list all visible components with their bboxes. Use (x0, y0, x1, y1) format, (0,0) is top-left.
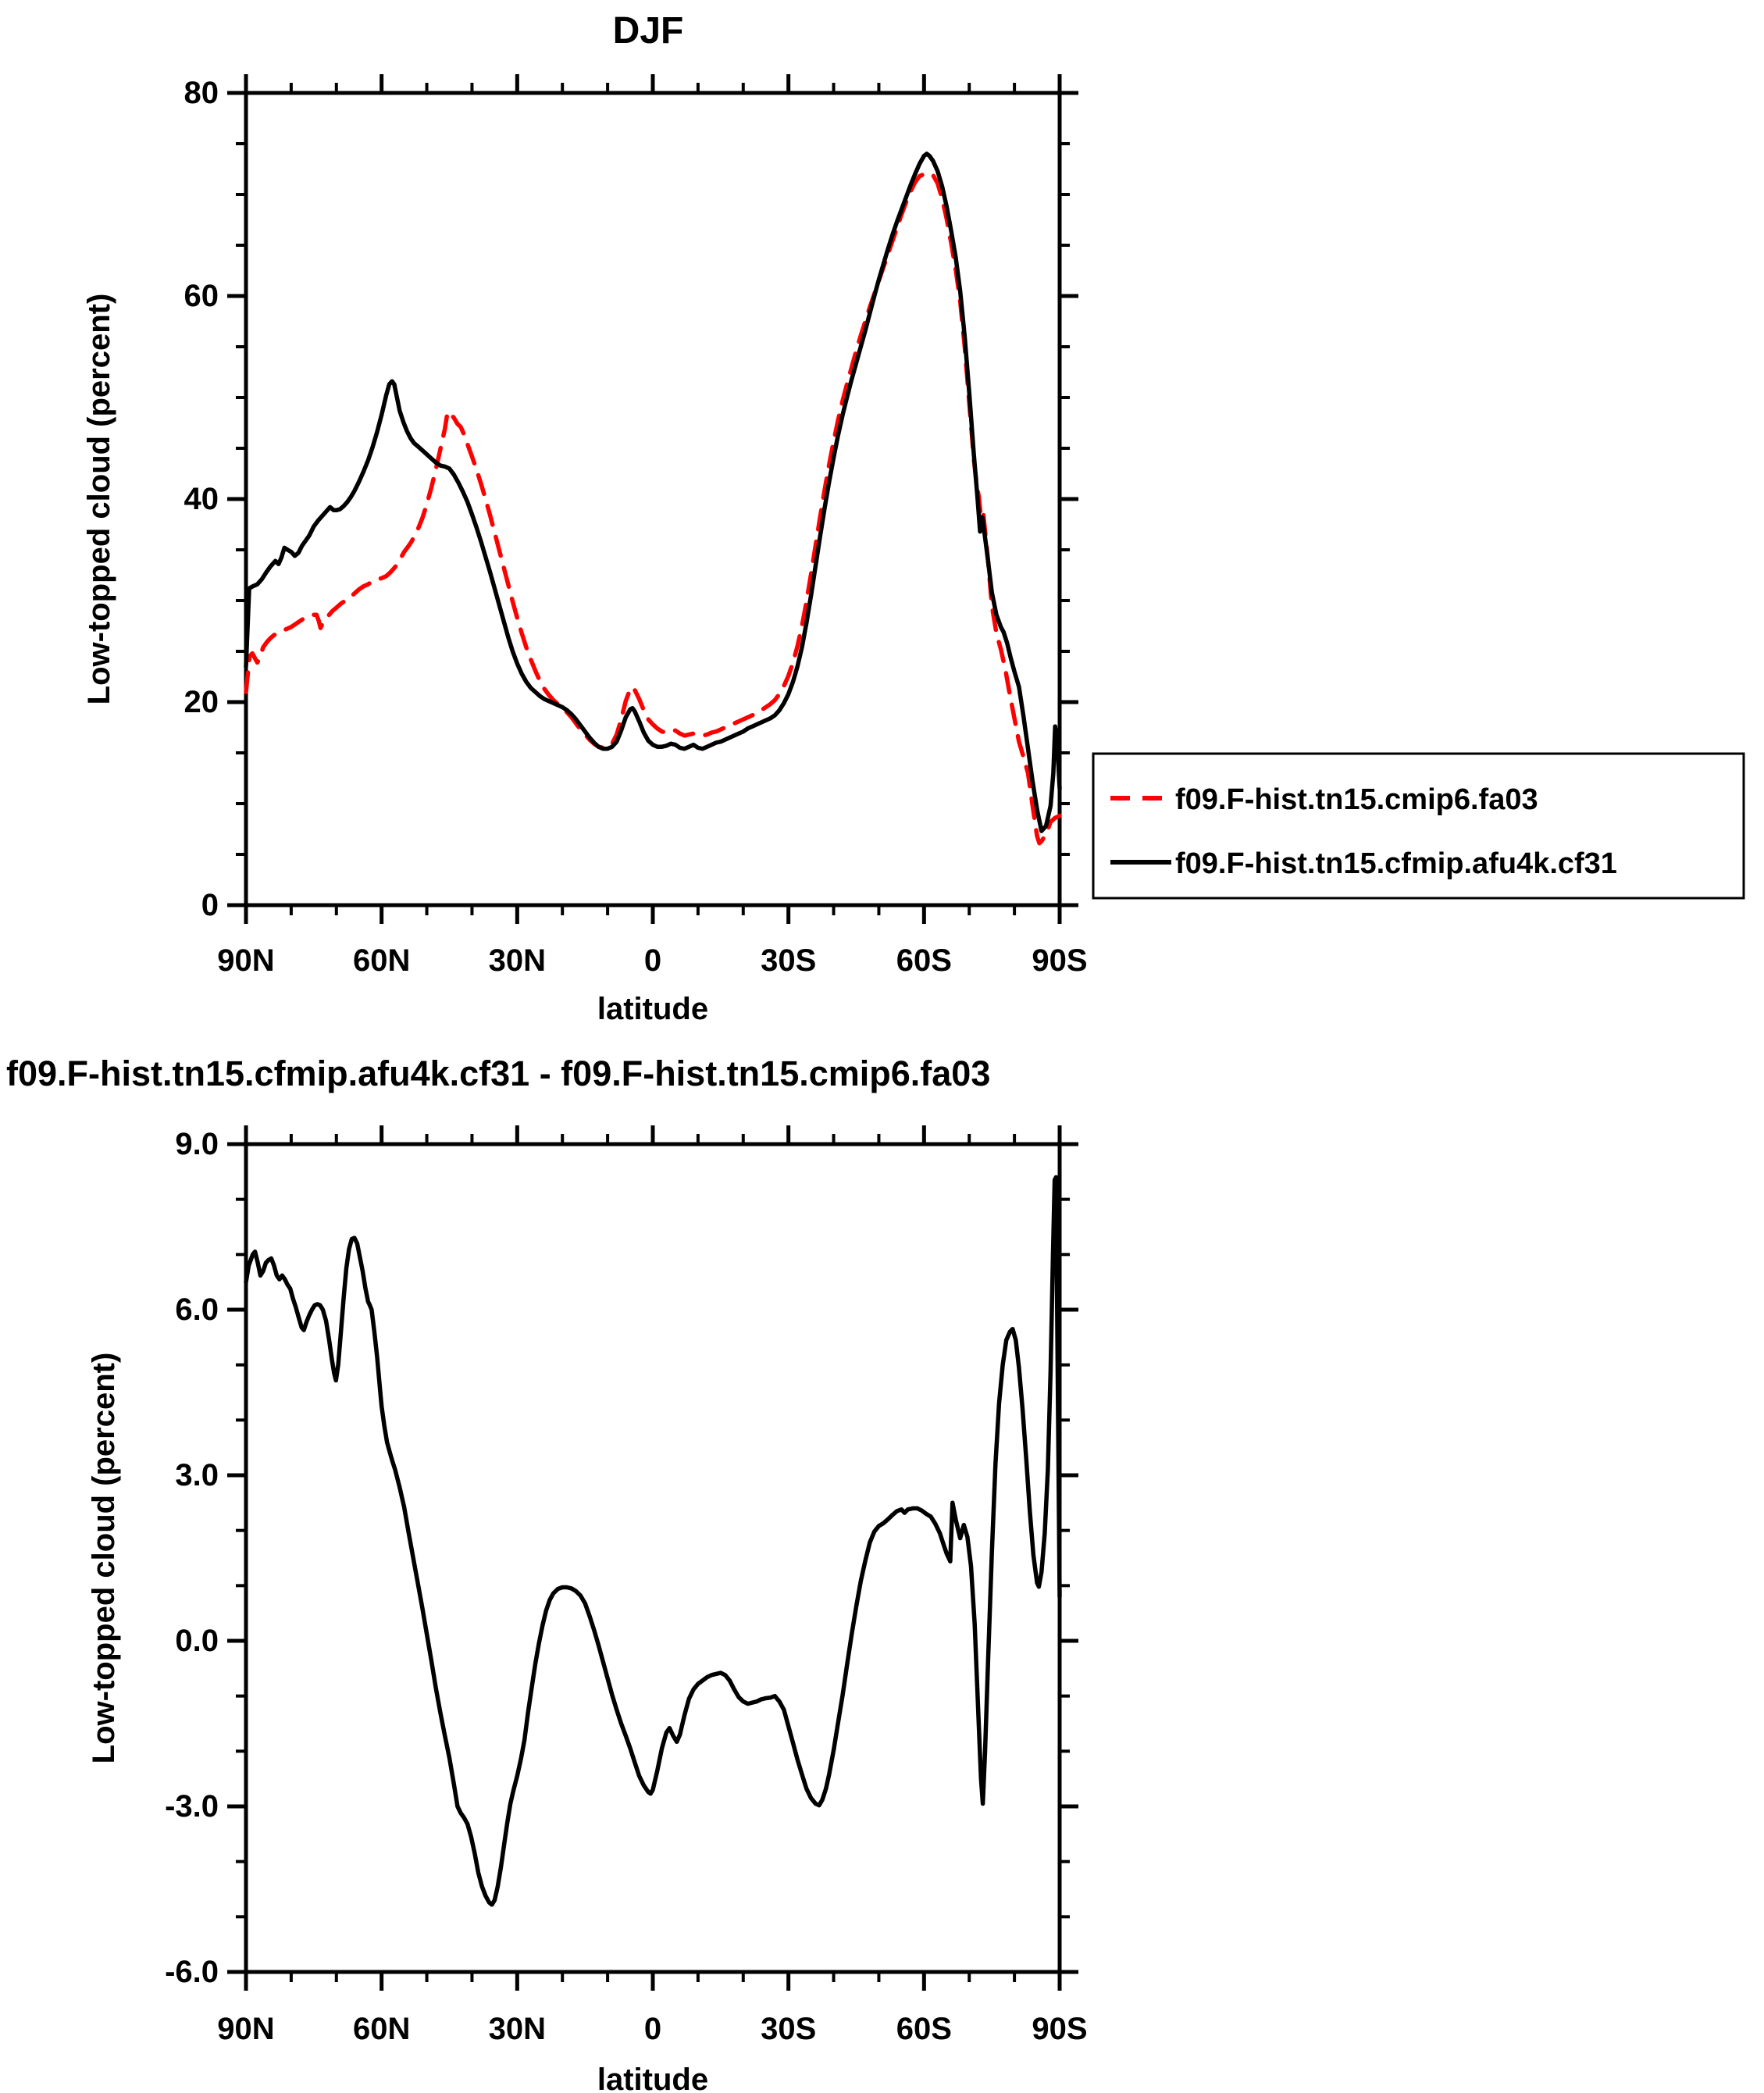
legend-label-cfmip-afu4k: f09.F-hist.tn15.cfmip.afu4k.cf31 (1175, 847, 1617, 880)
panel1-x-axis-label: latitude (597, 992, 708, 1026)
y-tick-label: 6.0 (175, 1293, 219, 1327)
djf-panel: 90N 60N 30N 0 30S 60S 90S 0 20 40 60 80 (184, 74, 1088, 978)
y-tick-label: 3.0 (175, 1458, 219, 1492)
y-tick-label: 0.0 (175, 1624, 219, 1658)
series-line-black-solid (244, 1175, 1062, 1907)
panel2-y-axis-label: Low-topped cloud (percent) (87, 1353, 121, 1764)
x-tick-label: 90N (217, 2012, 274, 2046)
x-tick-label: 0 (644, 943, 661, 978)
tick-labels: 90N 60N 30N 0 30S 60S 90S -6.0 -3.0 0.0 3.0 6.0 9.0 (165, 1127, 1088, 2046)
panel2-title: f09.F-hist.tn15.cfmip.afu4k.cf31 - f09.F… (6, 1054, 990, 1093)
axis-ticks (227, 74, 1078, 924)
x-tick-label: 60N (353, 2012, 410, 2046)
x-tick-label: 90N (217, 943, 274, 978)
series-line-black-solid (244, 152, 1062, 833)
plot-frame (244, 91, 1062, 907)
axis-ticks (227, 1125, 1078, 1991)
plot-frame (244, 1142, 1062, 1974)
y-tick-label: 60 (184, 279, 219, 313)
y-tick-label: 20 (184, 685, 219, 719)
x-tick-label: 0 (644, 2012, 661, 2046)
y-tick-label: 0 (201, 888, 219, 922)
legend: f09.F-hist.tn15.cmip6.fa03 f09.F-hist.tn… (1092, 752, 1745, 900)
x-tick-label: 30N (489, 2012, 546, 2046)
x-tick-label: 90S (1032, 943, 1087, 978)
series-line-red-dashed (244, 170, 1062, 846)
tick-labels: 90N 60N 30N 0 30S 60S 90S 0 20 40 60 80 (184, 76, 1088, 978)
x-tick-label: 30N (489, 943, 546, 978)
x-tick-label: 60N (353, 943, 410, 978)
difference-panel: 90N 60N 30N 0 30S 60S 90S -6.0 -3.0 0.0 3.0 6.0 9.0 (165, 1125, 1088, 2046)
x-tick-label: 60S (896, 943, 952, 978)
panel2-x-axis-label: latitude (597, 2063, 708, 2093)
y-tick-label: 80 (184, 76, 219, 110)
panel1-title: DJF (613, 10, 684, 52)
legend-box (1092, 752, 1745, 900)
x-tick-label: 30S (761, 943, 816, 978)
panel1-y-axis-label: Low-topped cloud (percent) (82, 294, 116, 705)
legend-label-cmip6: f09.F-hist.tn15.cmip6.fa03 (1175, 783, 1538, 816)
y-tick-label: 9.0 (175, 1127, 219, 1161)
y-tick-label: 40 (184, 482, 219, 516)
y-tick-label: -3.0 (165, 1789, 219, 1824)
x-tick-label: 60S (896, 2012, 952, 2046)
x-tick-label: 90S (1032, 2012, 1087, 2046)
y-tick-label: -6.0 (165, 1955, 219, 1989)
x-tick-label: 30S (761, 2012, 816, 2046)
